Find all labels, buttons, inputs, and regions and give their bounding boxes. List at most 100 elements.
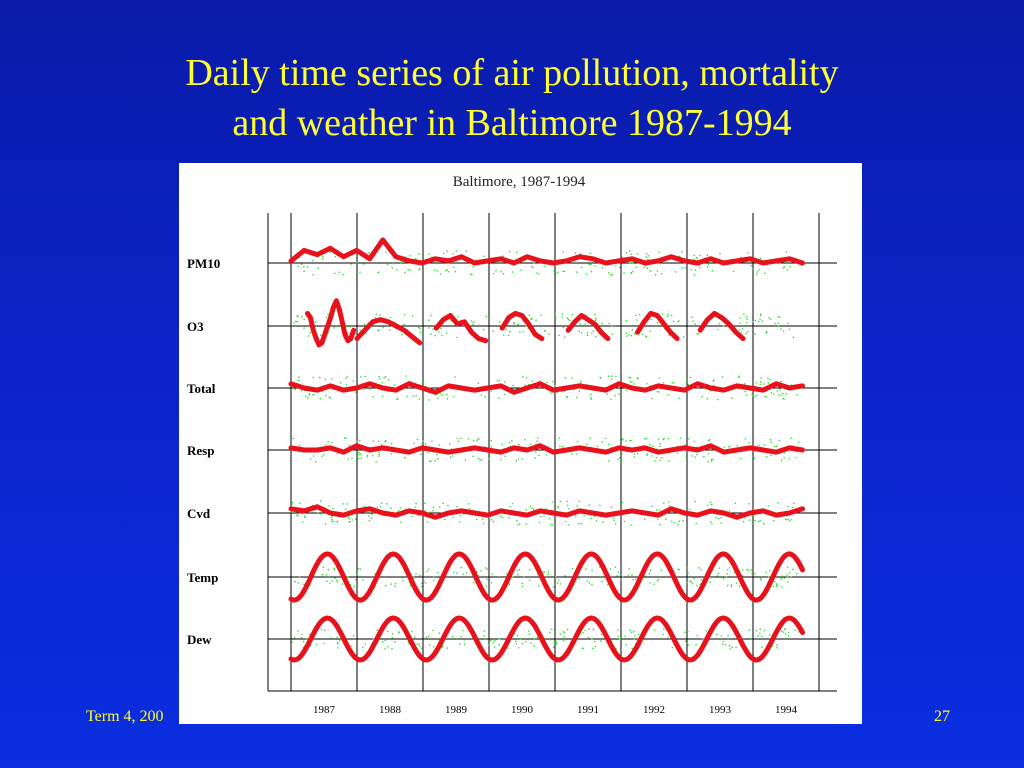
raw-data-point — [651, 455, 653, 457]
raw-data-point — [516, 520, 518, 522]
raw-data-point — [492, 520, 495, 523]
raw-data-point — [789, 572, 791, 574]
raw-data-point — [698, 567, 700, 569]
raw-data-point — [645, 437, 648, 440]
slide-title-line1: Daily time series of air pollution, mort… — [185, 52, 839, 94]
raw-data-point — [784, 633, 787, 635]
raw-data-point — [501, 516, 504, 519]
raw-data-point — [712, 380, 715, 382]
raw-data-point — [590, 270, 593, 273]
raw-data-point — [545, 454, 547, 456]
raw-data-point — [776, 647, 778, 649]
raw-data-point — [491, 573, 494, 576]
raw-data-point — [356, 262, 358, 264]
raw-data-point — [602, 521, 604, 523]
raw-data-point — [722, 577, 725, 580]
raw-data-point — [616, 629, 619, 631]
raw-data-point — [559, 633, 562, 635]
raw-data-point — [721, 376, 724, 378]
raw-data-point — [588, 504, 591, 506]
raw-data-point — [608, 322, 610, 325]
raw-data-point — [463, 639, 466, 641]
raw-data-point — [303, 327, 305, 329]
raw-data-point — [429, 511, 431, 513]
raw-data-point — [655, 456, 658, 459]
raw-data-point — [507, 334, 510, 337]
raw-data-point — [599, 376, 601, 379]
raw-data-point — [452, 516, 455, 519]
raw-data-point — [718, 567, 721, 569]
raw-data-point — [378, 455, 380, 458]
raw-data-point — [624, 635, 627, 638]
raw-data-point — [653, 583, 655, 585]
raw-data-point — [713, 379, 715, 381]
raw-data-point — [757, 635, 759, 637]
raw-data-point — [738, 328, 741, 331]
raw-data-point — [434, 459, 437, 462]
raw-data-point — [499, 576, 501, 579]
raw-data-point — [588, 628, 590, 630]
raw-data-point — [760, 257, 762, 260]
raw-data-point — [379, 505, 381, 508]
raw-data-point — [658, 509, 661, 511]
raw-data-point — [722, 641, 725, 643]
raw-data-point — [324, 629, 326, 631]
raw-data-point — [427, 452, 430, 454]
raw-data-point — [580, 522, 583, 525]
raw-data-point — [362, 263, 365, 265]
raw-data-point — [695, 643, 697, 646]
raw-data-point — [659, 523, 661, 526]
raw-data-point — [787, 322, 789, 325]
raw-data-point — [329, 582, 331, 584]
raw-data-point — [336, 647, 339, 649]
raw-data-point — [729, 648, 731, 650]
raw-data-point — [543, 571, 546, 573]
raw-data-point — [769, 439, 772, 441]
raw-data-point — [631, 261, 634, 264]
raw-data-point — [486, 568, 489, 570]
raw-data-point — [430, 333, 432, 336]
raw-data-point — [759, 318, 761, 321]
raw-data-point — [590, 393, 592, 396]
raw-data-point — [390, 442, 393, 445]
raw-data-point — [592, 628, 595, 630]
raw-data-point — [551, 501, 554, 503]
raw-data-point — [372, 440, 375, 442]
raw-data-point — [492, 272, 495, 275]
raw-data-point — [589, 437, 591, 440]
raw-data-point — [307, 397, 309, 399]
raw-data-point — [695, 522, 697, 525]
raw-data-point — [447, 270, 450, 273]
raw-data-point — [405, 375, 408, 377]
raw-data-point — [335, 579, 338, 582]
raw-data-point — [543, 265, 546, 268]
raw-data-point — [348, 518, 351, 520]
raw-data-point — [555, 272, 557, 275]
raw-data-point — [567, 318, 570, 321]
raw-data-point — [625, 644, 627, 646]
raw-data-point — [436, 262, 438, 265]
raw-data-point — [311, 259, 314, 262]
raw-data-point — [797, 441, 800, 443]
raw-data-point — [673, 522, 676, 524]
raw-data-point — [751, 393, 753, 396]
raw-data-point — [752, 320, 755, 323]
raw-data-point — [625, 332, 628, 334]
raw-data-point — [748, 441, 750, 444]
raw-data-point — [779, 389, 781, 391]
raw-data-point — [576, 440, 579, 443]
raw-data-point — [593, 515, 596, 518]
raw-data-point — [498, 638, 500, 640]
raw-data-point — [376, 629, 378, 631]
raw-data-point — [525, 640, 527, 643]
raw-data-point — [295, 320, 297, 323]
raw-data-point — [309, 458, 312, 460]
raw-data-point — [671, 646, 674, 649]
raw-data-point — [767, 377, 769, 380]
raw-data-point — [686, 581, 689, 584]
raw-data-point — [432, 510, 434, 512]
raw-data-point — [678, 520, 680, 522]
raw-data-point — [309, 331, 312, 334]
smooth-series-line — [635, 310, 680, 342]
raw-data-point — [693, 440, 696, 443]
